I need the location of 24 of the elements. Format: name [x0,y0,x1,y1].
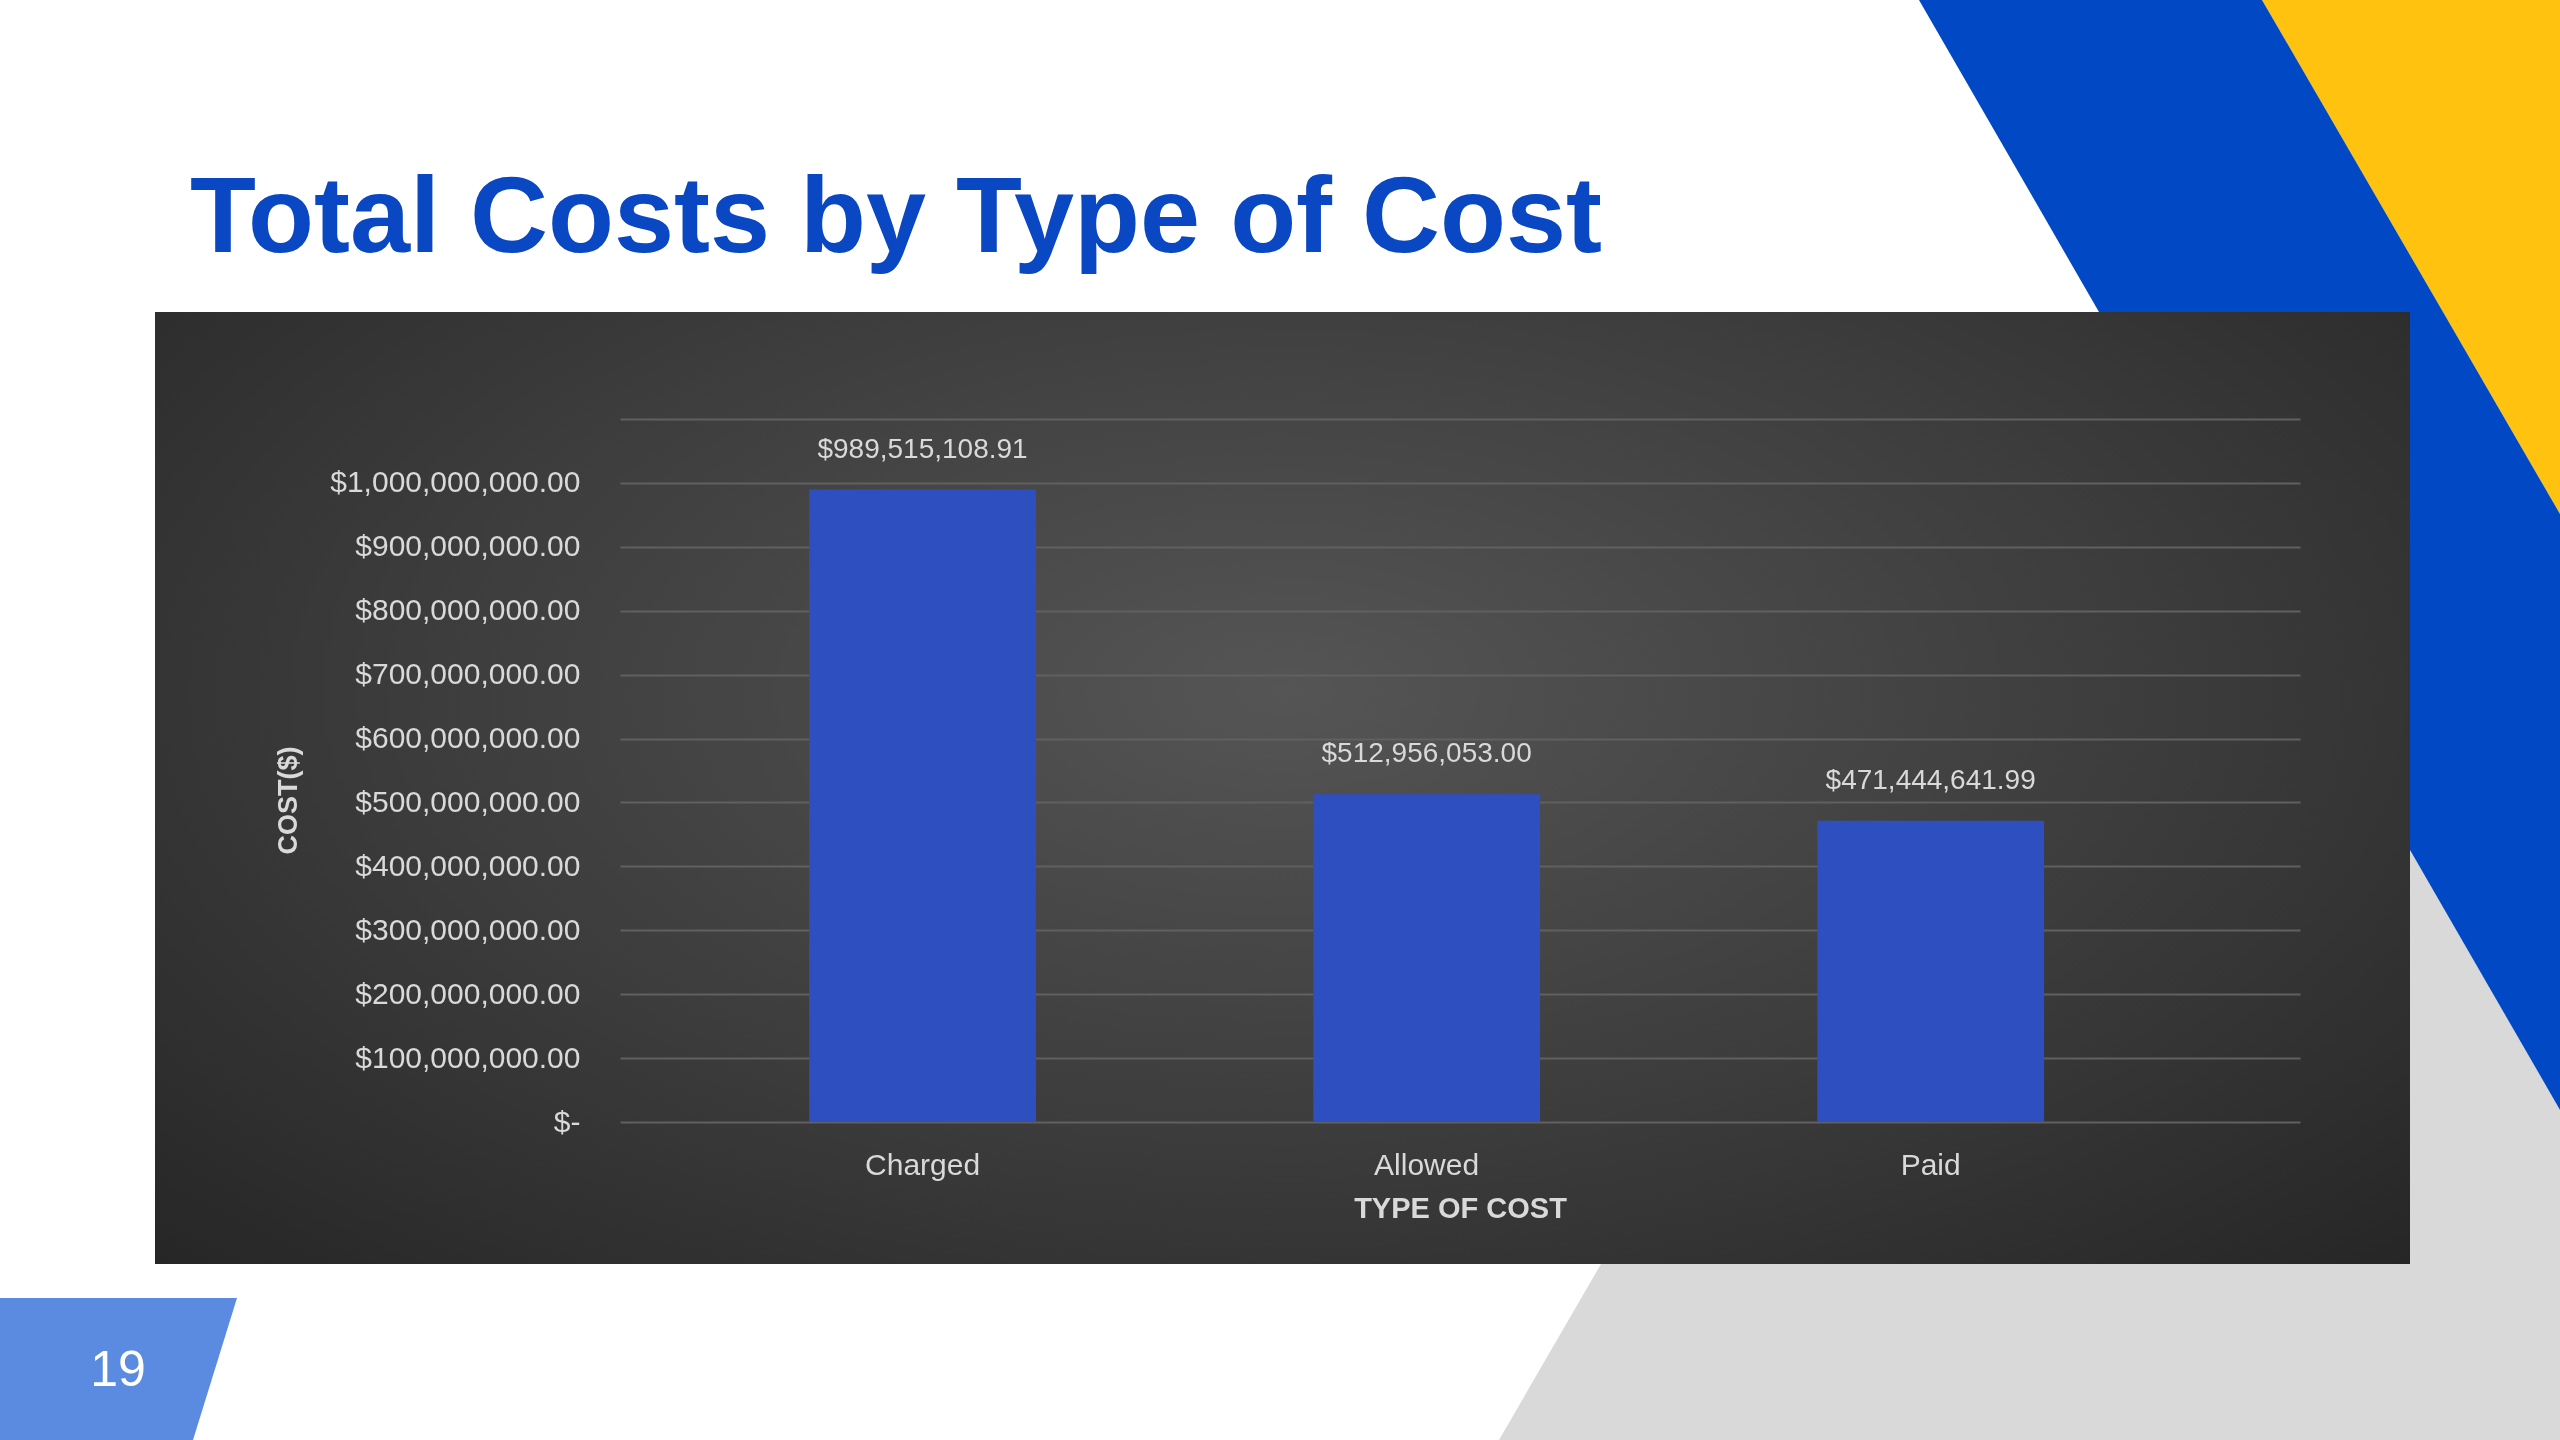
bar [809,489,1036,1122]
x-tick-label: Charged [865,1147,981,1181]
y-tick-label: $800,000,000.00 [355,593,581,627]
y-tick-label: $100,000,000.00 [355,1040,581,1074]
x-axis-title: TYPE OF COST [1354,1191,1568,1224]
y-tick-label: $500,000,000.00 [355,784,581,818]
y-axis-title: COST($) [272,746,303,855]
bar [1313,794,1541,1122]
chart-title: Total Costs by Type of Cost [190,154,1603,275]
bar [1817,820,2045,1122]
y-tick-label: $- [553,1104,581,1138]
y-tick-label: $700,000,000.00 [355,657,581,691]
text: 19 [90,1340,146,1398]
data-label: $989,515,108.91 [817,432,1028,464]
x-tick-label: Allowed [1374,1147,1480,1181]
data-label: $471,444,641.99 [1825,763,2036,795]
y-tick-label: $1,000,000,000.00 [330,465,581,499]
y-tick-label: $300,000,000.00 [355,912,581,946]
y-tick-label: $900,000,000.00 [355,529,581,563]
y-tick-label: $200,000,000.00 [355,976,581,1010]
x-tick-label: Paid [1900,1147,1961,1181]
y-tick-label: $600,000,000.00 [355,721,581,755]
data-label: $512,956,053.00 [1321,737,1532,769]
y-tick-label: $400,000,000.00 [355,848,581,882]
